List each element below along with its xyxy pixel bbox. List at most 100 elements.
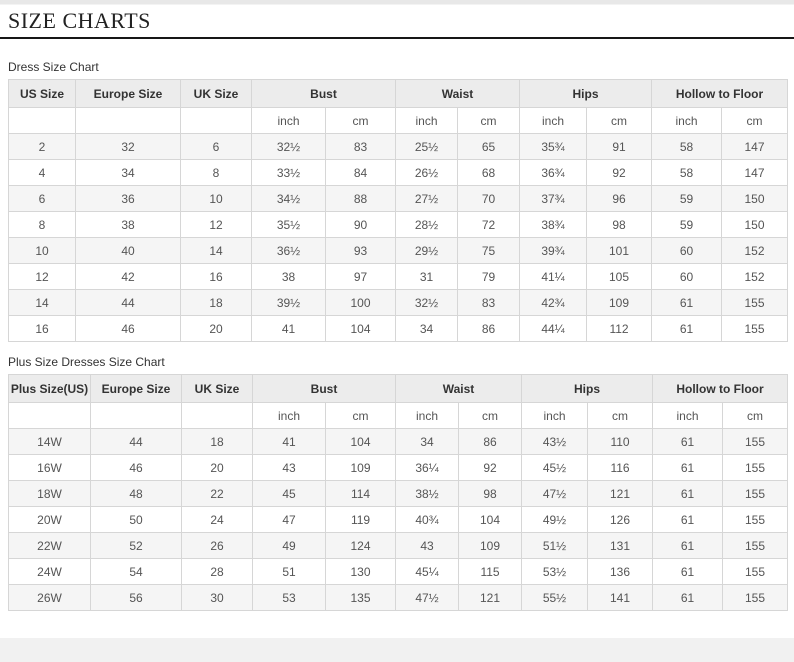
bust-header: Bust [250, 79, 397, 108]
table-cell: 135 [324, 584, 397, 611]
unit-header-inch: inch [395, 107, 459, 134]
table-cell: 59 [651, 211, 723, 238]
table-cell: 6 [8, 185, 76, 212]
bust-header: Bust [251, 374, 397, 403]
table-cell: 70 [457, 185, 521, 212]
table-cell: 16 [180, 263, 252, 290]
waist-header: Waist [395, 79, 521, 108]
table-cell: 105 [586, 263, 653, 290]
table-cell: 14 [8, 289, 76, 316]
table-cell: 36 [75, 185, 181, 212]
table-cell: 61 [652, 532, 724, 559]
table-cell: 43 [252, 454, 326, 481]
table-cell: 53½ [521, 558, 589, 585]
table-cell: 46 [90, 454, 182, 481]
table-row: 24W 54 28 51 130 45¼ 115 53½ 136 61 155 [8, 558, 788, 585]
table-cell: 61 [652, 584, 724, 611]
hips-header: Hips [519, 79, 653, 108]
table-cell: 104 [324, 428, 397, 455]
table-cell: 37¾ [519, 185, 588, 212]
bottom-crop-strip [0, 638, 794, 662]
unit-header-inch: inch [252, 402, 326, 429]
table-cell: 6 [180, 133, 252, 160]
table-row: 26W 56 30 53 135 47½ 121 55½ 141 61 155 [8, 584, 788, 611]
table-cell: 100 [324, 289, 397, 316]
table-cell: 18 [181, 428, 253, 455]
table-cell: 28 [181, 558, 253, 585]
table-cell: 50 [90, 506, 182, 533]
table-cell: 45¼ [395, 558, 460, 585]
table-row: 6 36 10 34½ 88 27½ 70 37¾ 96 59 150 [8, 185, 788, 212]
table-cell: 152 [721, 237, 788, 264]
table-cell: 30 [181, 584, 253, 611]
us-size-header: US Size [8, 79, 76, 108]
table-row: 10 40 14 36½ 93 29½ 75 39¾ 101 60 152 [8, 237, 788, 264]
table-cell: 130 [324, 558, 397, 585]
table-cell: 20W [8, 506, 91, 533]
table-cell: 35½ [251, 211, 326, 238]
table-cell: 155 [722, 454, 788, 481]
table-cell: 45 [252, 480, 326, 507]
unit-header-cm: cm [458, 402, 523, 429]
table-cell: 44 [75, 289, 181, 316]
table-cell: 38 [251, 263, 326, 290]
plus-size-table-body: 14W 44 18 41 104 34 86 43½ 110 61 155 16W 46 20 43 109 3… [8, 428, 788, 611]
table-cell: 53 [252, 584, 326, 611]
table-cell: 150 [721, 185, 788, 212]
table-cell: 68 [457, 159, 521, 186]
plus-size-header: Plus Size(US) [8, 374, 91, 403]
table-cell: 34½ [251, 185, 326, 212]
table-cell: 150 [721, 211, 788, 238]
table-cell: 49½ [521, 506, 589, 533]
table-cell: 147 [721, 133, 788, 160]
table-cell: 83 [457, 289, 521, 316]
dress-size-chart-label: Dress Size Chart [8, 60, 99, 74]
table-cell: 44 [90, 428, 182, 455]
hollow-to-floor-header: Hollow to Floor [652, 374, 788, 403]
plus-size-chart-label: Plus Size Dresses Size Chart [8, 355, 165, 369]
table-cell: 32 [75, 133, 181, 160]
table-cell: 54 [90, 558, 182, 585]
table-cell: 114 [324, 480, 397, 507]
unit-header-cm: cm [721, 107, 788, 134]
table-cell: 104 [324, 315, 397, 342]
table-cell: 42¾ [519, 289, 588, 316]
unit-header-inch: inch [651, 107, 723, 134]
table-cell: 52 [90, 532, 182, 559]
table-cell: 38½ [395, 480, 460, 507]
table-cell: 155 [722, 480, 788, 507]
table-cell: 83 [324, 133, 397, 160]
unit-header-cm: cm [324, 402, 397, 429]
table-cell: 61 [652, 428, 724, 455]
table-cell: 86 [457, 315, 521, 342]
table-cell: 26½ [395, 159, 459, 186]
table-cell: 115 [458, 558, 523, 585]
table-cell: 22 [181, 480, 253, 507]
table-cell: 84 [324, 159, 397, 186]
unit-header-inch: inch [251, 107, 326, 134]
table-cell: 39¾ [519, 237, 588, 264]
unit-header-cm: cm [587, 402, 654, 429]
top-crop-strip [0, 0, 794, 5]
table-cell: 51 [252, 558, 326, 585]
unit-header-cm: cm [722, 402, 788, 429]
table-cell: 22W [8, 532, 91, 559]
table-cell: 36¾ [519, 159, 588, 186]
table-row: 14W 44 18 41 104 34 86 43½ 110 61 155 [8, 428, 788, 455]
table-cell: 43 [395, 532, 460, 559]
table-row: 20W 50 24 47 119 40¾ 104 49½ 126 61 155 [8, 506, 788, 533]
table-cell: 109 [324, 454, 397, 481]
table-cell: 48 [90, 480, 182, 507]
table-cell: 60 [651, 237, 723, 264]
table-cell: 32½ [395, 289, 459, 316]
table-cell: 36¼ [395, 454, 460, 481]
unit-header-cm: cm [457, 107, 521, 134]
table-cell: 136 [587, 558, 654, 585]
table-row: 4 34 8 33½ 84 26½ 68 36¾ 92 58 147 [8, 159, 788, 186]
table-cell: 18 [180, 289, 252, 316]
unit-header-inch: inch [521, 402, 589, 429]
table-cell: 119 [324, 506, 397, 533]
table-cell: 90 [324, 211, 397, 238]
table-header-row: Plus Size(US) Europe Size UK Size Bust W… [8, 374, 788, 403]
unit-header-cm: cm [324, 107, 397, 134]
